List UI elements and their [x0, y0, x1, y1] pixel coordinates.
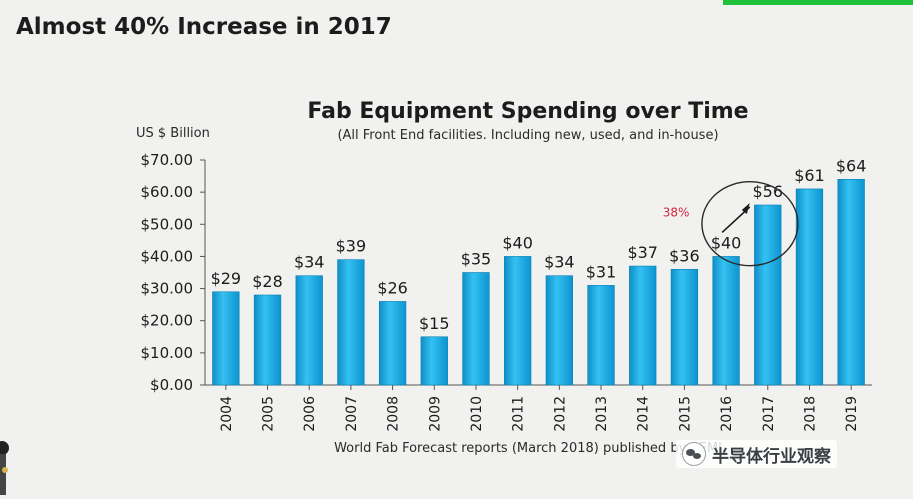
source-note: World Fab Forecast reports (March 2018) … [334, 441, 722, 456]
chart-title: Fab Equipment Spending over Time [307, 99, 748, 124]
data-label-2008: $26 [377, 278, 408, 297]
x-tick-label: 2013 [594, 396, 610, 432]
watermark-text: 半导体行业观察 [712, 446, 831, 467]
data-label-2012: $34 [544, 253, 575, 272]
annotation-label: 38% [663, 205, 690, 219]
data-label-2018: $61 [794, 166, 825, 185]
data-label-2015: $36 [669, 246, 700, 265]
data-label-2005: $28 [252, 272, 283, 291]
top-accent-bar [723, 0, 913, 5]
x-tick-label: 2004 [219, 396, 235, 432]
x-tick-label: 2015 [677, 396, 693, 432]
data-label-2016: $40 [711, 233, 742, 252]
y-tick-label: $70.00 [141, 151, 194, 169]
bar-2016 [712, 256, 740, 386]
bar-2013 [587, 285, 615, 386]
x-tick-label: 2018 [802, 396, 818, 432]
bar-2007 [337, 259, 365, 386]
bar-2014 [629, 265, 657, 386]
x-tick-label: 2012 [552, 396, 568, 432]
wechat-icon [682, 442, 706, 466]
data-label-2006: $34 [294, 253, 325, 272]
bar-2004 [212, 291, 240, 386]
x-tick-label: 2010 [469, 396, 485, 432]
bar-2019 [837, 178, 865, 386]
x-tick-label: 2019 [844, 396, 860, 432]
y-tick-label: $10.00 [141, 344, 194, 362]
x-tick-label: 2014 [636, 396, 652, 432]
bar-2009 [420, 336, 448, 386]
bar-2005 [253, 294, 282, 386]
decorative-edge-mark [0, 441, 9, 495]
y-tick-label: $40.00 [141, 247, 194, 265]
x-tick-label: 2005 [261, 396, 277, 432]
y-tick-label: $20.00 [141, 312, 194, 330]
bar-2012 [545, 275, 573, 386]
data-label-2011: $40 [502, 233, 533, 252]
bar-2008 [378, 301, 407, 386]
annotation-circle [701, 181, 799, 267]
bar-2010 [462, 272, 490, 386]
data-label-2013: $31 [586, 262, 617, 281]
bar-2015 [670, 268, 699, 386]
slide-title: Almost 40% Increase in 2017 [16, 14, 392, 40]
bar-2011 [504, 256, 532, 386]
x-tick-label: 2017 [761, 396, 777, 432]
data-label-2014: $37 [627, 243, 658, 262]
bar-2017 [754, 204, 782, 386]
y-tick-label: $60.00 [141, 183, 194, 201]
data-label-2010: $35 [461, 250, 492, 269]
annotation-arrow-head [741, 203, 750, 214]
bar-2006 [295, 275, 323, 386]
watermark: 半导体行业观察 [676, 440, 837, 468]
x-tick-label: 2007 [344, 396, 360, 432]
y-tick-label: $0.00 [150, 376, 193, 394]
bar-2018 [795, 188, 824, 386]
x-tick-label: 2011 [511, 396, 527, 432]
data-label-2004: $29 [211, 269, 242, 288]
x-tick-label: 2009 [427, 396, 443, 432]
y-tick-label: $30.00 [141, 280, 194, 298]
x-tick-label: 2008 [386, 396, 402, 432]
data-label-2009: $15 [419, 314, 450, 333]
x-tick-label: 2006 [302, 396, 318, 432]
y-tick-label: $50.00 [141, 215, 194, 233]
y-axis-label: US $ Billion [136, 126, 210, 141]
data-label-2007: $39 [336, 237, 367, 256]
x-tick-label: 2016 [719, 396, 735, 432]
data-label-2017: $56 [753, 182, 784, 201]
data-label-2019: $64 [836, 156, 867, 175]
chart-subtitle: (All Front End facilities. Including new… [337, 128, 718, 143]
